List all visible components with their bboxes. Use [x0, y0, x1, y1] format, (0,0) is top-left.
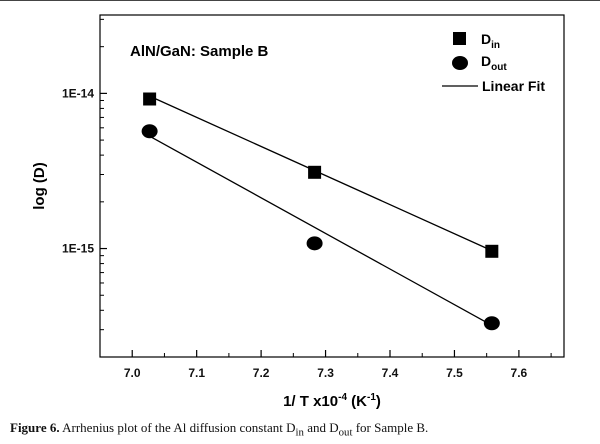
y-tick-label: 1E-14	[62, 86, 94, 100]
x-tick-label: 7.6	[511, 366, 528, 380]
plot-frame	[99, 14, 565, 358]
markers	[141, 92, 500, 331]
chart: 7.0 7.1 7.2 7.3 7.4 7.5 7.6 1E-14 1E-15 AlN/GaN…	[31, 14, 565, 410]
y-ticks: 1E-14 1E-15	[62, 18, 107, 331]
legend-entry-3: Linear Fit	[482, 78, 545, 94]
fit-lines	[149, 95, 493, 326]
legend: Din Dout Linear Fit	[442, 31, 545, 94]
fit-line-2	[149, 135, 493, 326]
x-ticks: 7.0 7.1 7.2 7.3 7.4 7.5 7.6	[124, 350, 552, 380]
y-tick-label: 1E-15	[62, 242, 94, 256]
legend-circle-marker	[452, 56, 468, 70]
legend-entry-1: Din	[481, 31, 500, 51]
figure-caption: Figure 6. Arrhenius plot of the Al diffu…	[10, 420, 429, 439]
x-tick-label: 7.2	[253, 366, 270, 380]
legend-entry-2: Dout	[481, 53, 507, 73]
x-axis-label: 1/ T x10-4 (K-1)	[283, 392, 381, 410]
annotation: AlN/GaN: Sample B	[130, 43, 269, 60]
data-point-square	[143, 92, 157, 106]
x-tick-label: 7.0	[124, 366, 141, 380]
x-tick-label: 7.5	[446, 366, 463, 380]
x-tick-label: 7.3	[317, 366, 334, 380]
data-point-circle	[141, 124, 158, 139]
y-axis-label: log (D)	[31, 162, 48, 209]
data-point-square	[485, 244, 499, 258]
data-point-circle	[306, 236, 323, 251]
data-point-circle	[483, 316, 500, 331]
top-rule	[0, 0, 600, 1]
legend-square-marker	[453, 32, 466, 45]
data-point-square	[308, 165, 322, 179]
x-tick-label: 7.1	[188, 366, 205, 380]
x-tick-label: 7.4	[382, 366, 399, 380]
